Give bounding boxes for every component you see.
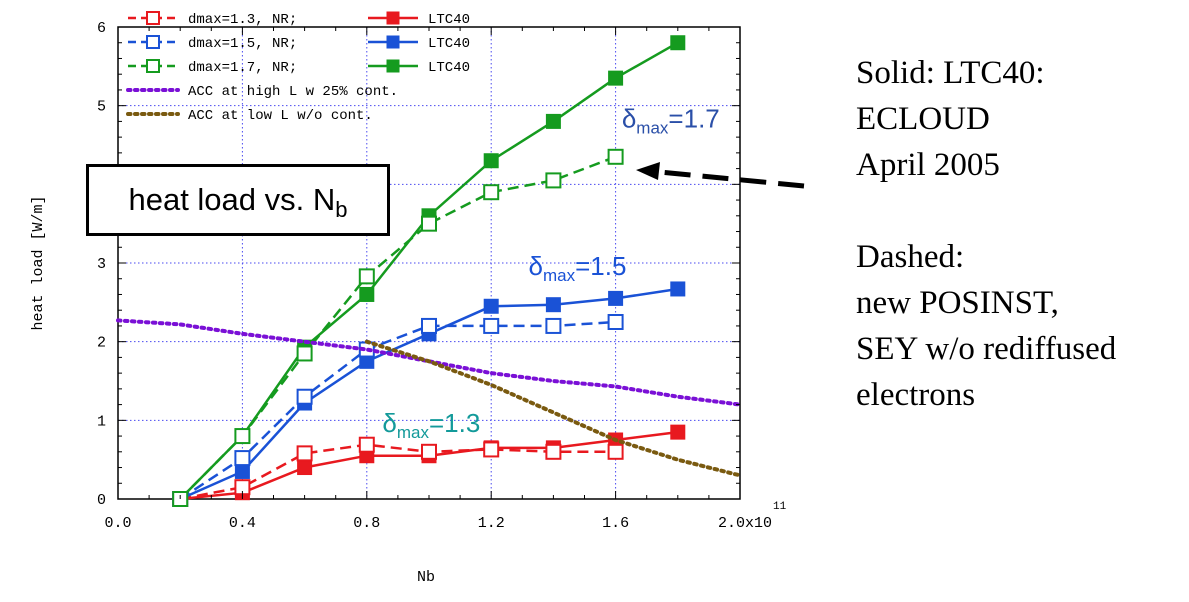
- y-tick-label: 3: [97, 256, 106, 273]
- delta-value: =1.5: [575, 251, 626, 281]
- y-tick-label: 2: [97, 335, 106, 352]
- note-solid-heading: Solid: LTC40:: [856, 55, 1045, 91]
- legend-label: LTC40: [428, 60, 470, 76]
- data-point-dmax15_nr: [545, 317, 562, 334]
- x-tick-label: 0.4: [229, 515, 256, 532]
- delta-max-label: δmax=1.3: [382, 408, 480, 442]
- delta-value: =1.3: [429, 408, 480, 438]
- series-layer: [116, 35, 742, 507]
- data-point-ltc17: [545, 113, 561, 129]
- data-point-dmax17_nr: [545, 172, 562, 189]
- data-point-ltc13: [670, 424, 686, 440]
- note-dashed-heading: Dashed:: [856, 239, 965, 275]
- series-line-dmax13_nr: [179, 443, 616, 501]
- note-solid-line3: April 2005: [856, 147, 1000, 183]
- data-point-dmax15_nr: [421, 317, 437, 334]
- data-point-dmax17_nr: [296, 345, 313, 362]
- y-axis-label: heat load [W/m]: [30, 195, 47, 330]
- legend-label: dmax=1.3, NR;: [188, 12, 297, 28]
- data-point-dmax15_nr: [607, 314, 624, 330]
- legend-swatch-marker: [386, 11, 400, 25]
- legend: dmax=1.3, NR; LTC40 dmax=1.5, NR; LTC40 dmax…: [126, 11, 470, 124]
- note-dashed-line2: new POSINST,: [856, 285, 1059, 321]
- chart-title-subscript: b: [335, 197, 348, 223]
- data-point-ltc17: [359, 286, 375, 302]
- delta-max-label: δmax=1.5: [529, 251, 627, 285]
- chart-title-main: heat load vs. N: [128, 182, 336, 217]
- x-tick-label: 2.0x10: [718, 515, 772, 532]
- data-point-dmax13_nr: [483, 441, 500, 458]
- data-point-ltc17: [608, 70, 624, 86]
- legend-swatch-marker: [146, 35, 160, 49]
- note-dashed-line3: SEY w/o rediffused: [856, 331, 1117, 367]
- x-axis-label: Nb: [417, 569, 435, 586]
- series-line-dmax17_nr: [179, 155, 617, 500]
- legend-label: ACC at low L w/o cont.: [188, 108, 373, 124]
- delta-subscript: max: [636, 119, 669, 138]
- delta-value: =1.7: [668, 104, 719, 134]
- note-dashed-line4: electrons: [856, 377, 976, 413]
- series-acc_low: [364, 339, 742, 478]
- data-point-dmax13_nr: [296, 445, 313, 462]
- data-point-ltc15: [483, 298, 499, 314]
- data-point-dmax15_nr: [234, 450, 251, 467]
- data-point-ltc17: [483, 153, 499, 169]
- x-tick-label: 0.0: [104, 515, 131, 532]
- grid-lines: [118, 27, 740, 499]
- series-line-ltc13: [180, 430, 678, 501]
- legend-label: dmax=1.5, NR;: [188, 36, 297, 52]
- delta-symbol: δ: [622, 104, 636, 134]
- data-point-dmax17_nr: [483, 184, 500, 201]
- pointer-arrow-head: [636, 162, 660, 180]
- delta-subscript: max: [397, 423, 430, 442]
- x-tick-label: 1.2: [478, 515, 505, 532]
- axis-ticks: 0.00.40.81.21.62.0x100123456: [97, 20, 772, 532]
- y-tick-label: 0: [97, 492, 106, 509]
- legend-label: ACC at high L w 25% cont.: [188, 84, 398, 100]
- data-point-ltc15: [608, 290, 624, 306]
- legend-label: LTC40: [428, 36, 470, 52]
- data-point-ltc17: [670, 35, 686, 51]
- delta-symbol: δ: [382, 408, 396, 438]
- pointer-arrow-shaft: [659, 169, 805, 189]
- x-axis-exponent: 11: [773, 501, 787, 513]
- delta-max-label: δmax=1.7: [622, 104, 720, 138]
- data-point-dmax15_nr: [483, 317, 500, 334]
- data-point-dmax17_nr: [421, 215, 437, 232]
- legend-label: dmax=1.7, NR;: [188, 60, 297, 76]
- legend-swatch-marker: [386, 59, 400, 73]
- data-point-ltc15: [545, 297, 561, 313]
- chart-title-box: heat load vs. Nb: [86, 164, 390, 236]
- data-point-dmax15_nr: [296, 388, 313, 405]
- data-point-dmax13_nr: [421, 443, 437, 460]
- data-point-ltc15: [670, 281, 686, 297]
- legend-swatch-marker: [146, 59, 160, 73]
- x-tick-label: 1.6: [602, 515, 629, 532]
- data-point-dmax13_nr: [607, 443, 624, 460]
- note-solid-line2: ECLOUD: [856, 101, 990, 137]
- y-tick-label: 5: [97, 99, 106, 116]
- legend-swatch-marker: [386, 35, 400, 49]
- data-point-dmax17_nr: [607, 148, 624, 165]
- delta-subscript: max: [543, 266, 576, 285]
- delta-symbol: δ: [529, 251, 543, 281]
- data-point-dmax17_nr: [358, 268, 375, 285]
- side-notes: Solid: LTC40: ECLOUD April 2005 Dashed: …: [856, 50, 1186, 418]
- data-point-ltc13: [297, 460, 313, 476]
- data-point-dmax13_nr: [358, 436, 375, 453]
- data-point-ltc15: [234, 463, 250, 479]
- y-tick-label: 6: [97, 20, 106, 37]
- series-line-dmax15_nr: [179, 320, 616, 501]
- legend-label: LTC40: [428, 12, 470, 28]
- y-tick-label: 1: [97, 413, 106, 430]
- data-point-dmax13_nr: [545, 443, 562, 460]
- x-tick-label: 0.8: [353, 515, 380, 532]
- legend-swatch-marker: [146, 11, 160, 25]
- data-point-dmax17_nr: [234, 428, 251, 445]
- series-line-acc_low: [364, 339, 742, 478]
